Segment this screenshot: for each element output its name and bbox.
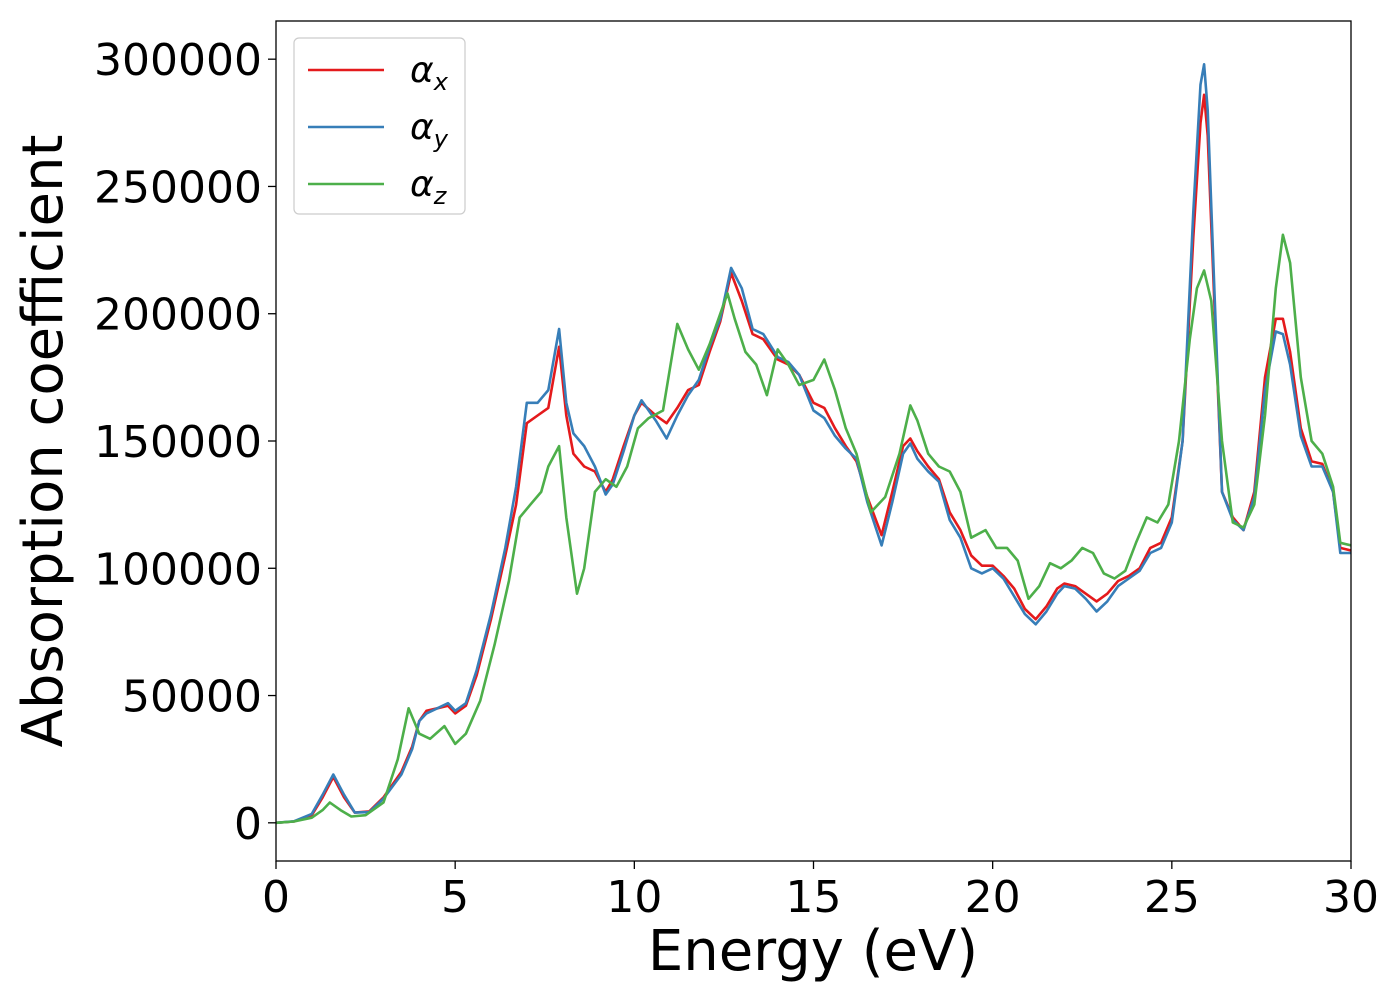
y-tick-label: 0: [234, 799, 262, 850]
x-tick-label: 0: [262, 872, 290, 923]
x-tick-label: 10: [606, 872, 662, 923]
x-tick-label: 15: [786, 872, 842, 923]
y-axis-ticks: 0 50000 100000 150000 200000 250000 300000: [94, 35, 276, 850]
y-tick-label: 50000: [122, 672, 262, 723]
x-tick-label: 20: [965, 872, 1021, 923]
series-line-1: [275, 63, 1351, 825]
y-axis-label: Absorption coefficient: [11, 135, 76, 748]
y-tick-label: 250000: [94, 162, 262, 213]
series-line-2: [275, 233, 1352, 825]
y-tick-label: 150000: [94, 417, 262, 468]
x-tick-label: 5: [441, 872, 469, 923]
y-tick-label: 200000: [94, 290, 262, 341]
x-tick-label: 25: [1144, 872, 1200, 923]
y-tick-label: 100000: [94, 544, 262, 595]
series-layer: [275, 63, 1352, 825]
series-line-0: [275, 93, 1352, 825]
x-axis-label: Energy (eV): [648, 919, 978, 984]
x-axis-ticks: 0 5 10 15 20 25 30: [262, 861, 1379, 923]
y-tick-label: 300000: [94, 35, 262, 86]
x-tick-label: 30: [1323, 872, 1379, 923]
